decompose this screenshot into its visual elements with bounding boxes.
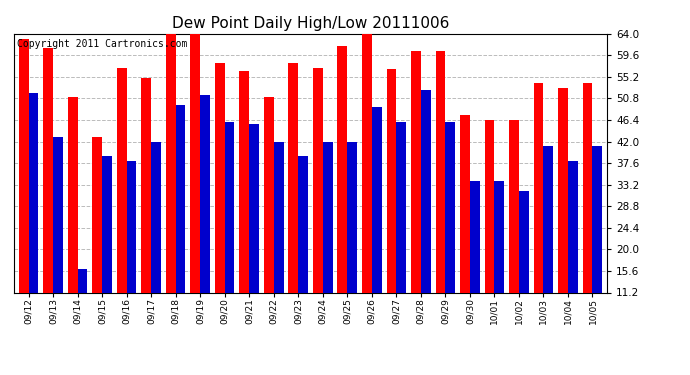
Bar [323, 142, 333, 292]
Bar [249, 124, 259, 292]
Bar [298, 156, 308, 292]
Bar [568, 161, 578, 292]
Bar [288, 63, 298, 292]
Bar [533, 83, 544, 292]
Bar [460, 115, 470, 292]
Bar [53, 136, 63, 292]
Bar [337, 46, 347, 292]
Bar [593, 147, 602, 292]
Bar [225, 122, 235, 292]
Bar [215, 63, 225, 292]
Bar [519, 190, 529, 292]
Bar [495, 181, 504, 292]
Bar [582, 83, 593, 292]
Bar [166, 31, 176, 292]
Bar [445, 122, 455, 292]
Bar [347, 142, 357, 292]
Bar [151, 142, 161, 292]
Bar [141, 78, 151, 292]
Bar [274, 142, 284, 292]
Bar [313, 68, 323, 292]
Bar [239, 70, 249, 292]
Bar [28, 93, 39, 292]
Bar [176, 105, 186, 292]
Bar [421, 90, 431, 292]
Bar [484, 120, 495, 292]
Bar [362, 34, 372, 292]
Bar [558, 88, 568, 292]
Bar [77, 269, 88, 292]
Title: Dew Point Daily High/Low 20111006: Dew Point Daily High/Low 20111006 [172, 16, 449, 31]
Bar [126, 161, 137, 292]
Bar [102, 156, 112, 292]
Bar [372, 107, 382, 292]
Text: Copyright 2011 Cartronics.com: Copyright 2011 Cartronics.com [17, 39, 187, 49]
Bar [435, 51, 445, 292]
Bar [386, 69, 396, 292]
Bar [19, 39, 28, 292]
Bar [264, 98, 274, 292]
Bar [117, 68, 126, 292]
Bar [190, 29, 200, 292]
Bar [92, 136, 102, 292]
Bar [411, 51, 421, 292]
Bar [68, 98, 77, 292]
Bar [544, 147, 553, 292]
Bar [470, 181, 480, 292]
Bar [396, 122, 406, 292]
Bar [200, 95, 210, 292]
Bar [43, 48, 53, 292]
Bar [509, 120, 519, 292]
